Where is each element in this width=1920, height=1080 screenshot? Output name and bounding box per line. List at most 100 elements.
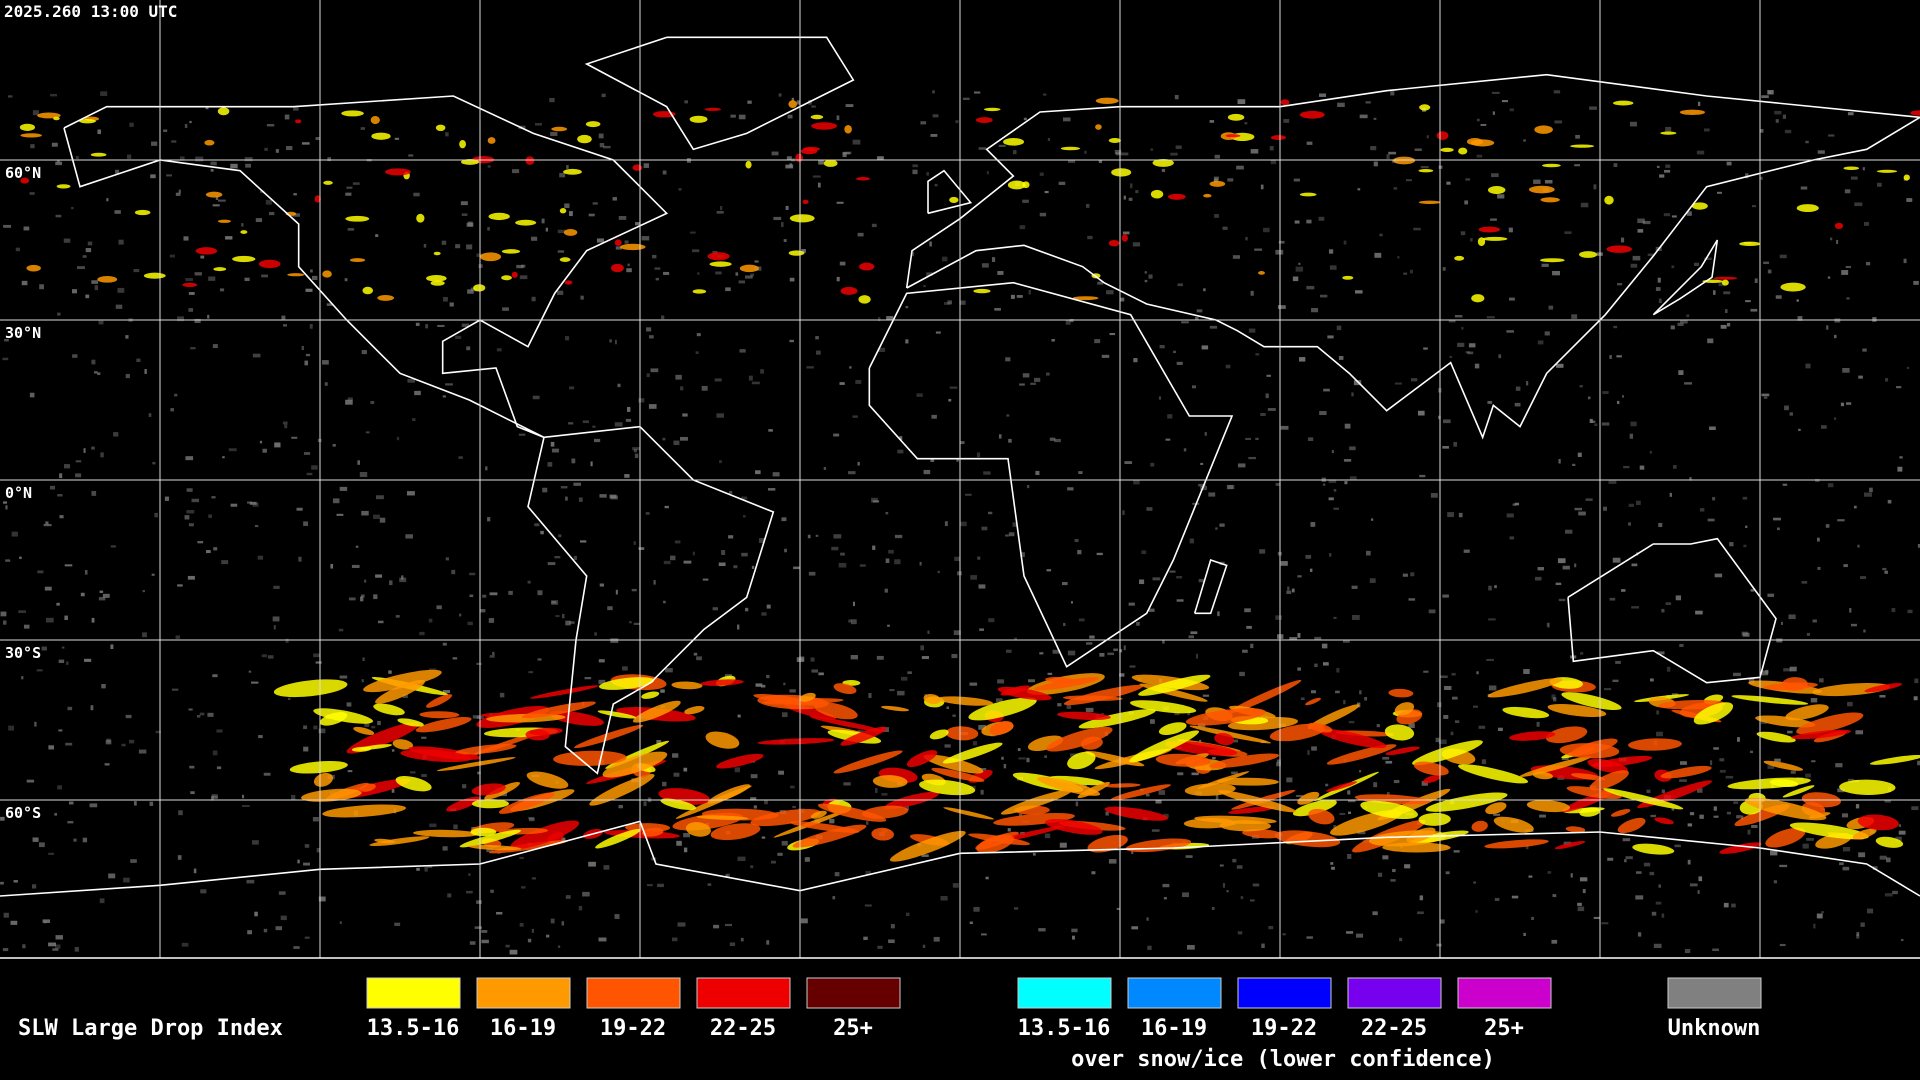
cloud-speckle bbox=[876, 655, 884, 660]
cloud-speckle bbox=[210, 169, 214, 172]
cloud-speckle bbox=[1131, 926, 1139, 930]
cloud-speckle bbox=[1116, 907, 1121, 910]
cloud-speckle bbox=[1620, 589, 1626, 592]
cloud-speckle bbox=[673, 440, 680, 446]
cloud-speckle bbox=[683, 847, 688, 853]
cloud-speckle bbox=[1246, 625, 1252, 629]
cloud-speckle bbox=[569, 621, 575, 624]
cloud-speckle bbox=[935, 331, 941, 334]
cloud-speckle bbox=[125, 714, 132, 719]
cloud-speckle bbox=[466, 890, 473, 894]
drop-streak bbox=[1727, 777, 1811, 790]
cloud-speckle bbox=[737, 714, 741, 718]
cloud-speckle bbox=[558, 534, 562, 538]
cloud-speckle bbox=[808, 571, 816, 576]
cloud-speckle bbox=[1028, 289, 1031, 295]
drop-streak bbox=[1111, 168, 1132, 177]
cloud-speckle bbox=[923, 285, 926, 288]
cloud-speckle bbox=[1331, 449, 1334, 454]
legend-swatch bbox=[476, 977, 571, 1009]
cloud-speckle bbox=[609, 339, 612, 343]
drop-streak bbox=[942, 742, 1003, 764]
cloud-speckle bbox=[64, 615, 68, 620]
cloud-speckle bbox=[1689, 812, 1695, 816]
cloud-speckle bbox=[1382, 855, 1389, 860]
cloud-speckle bbox=[751, 565, 755, 569]
cloud-speckle bbox=[755, 683, 763, 687]
cloud-speckle bbox=[1019, 383, 1025, 386]
cloud-speckle bbox=[716, 211, 724, 214]
cloud-speckle bbox=[1488, 618, 1496, 621]
cloud-speckle bbox=[1577, 906, 1585, 912]
cloud-speckle bbox=[1643, 862, 1651, 867]
cloud-speckle bbox=[306, 472, 313, 476]
drop-streak bbox=[204, 139, 215, 146]
cloud-speckle bbox=[44, 586, 52, 591]
cloud-speckle bbox=[721, 550, 726, 555]
cloud-speckle bbox=[1131, 849, 1134, 855]
drop-streak bbox=[1307, 722, 1333, 733]
drop-streak bbox=[757, 738, 835, 745]
cloud-speckle bbox=[1846, 297, 1850, 300]
cloud-speckle bbox=[518, 433, 526, 436]
cloud-speckle bbox=[1347, 799, 1356, 803]
coastline bbox=[527, 425, 775, 775]
cloud-speckle bbox=[258, 735, 263, 739]
cloud-speckle bbox=[916, 393, 923, 397]
drop-streak bbox=[362, 286, 374, 295]
cloud-speckle bbox=[833, 534, 842, 539]
drop-streak bbox=[205, 191, 223, 198]
cloud-speckle bbox=[188, 308, 194, 312]
cloud-speckle bbox=[315, 661, 322, 664]
cloud-speckle bbox=[772, 472, 780, 477]
cloud-speckle bbox=[1097, 281, 1104, 285]
drop-streak bbox=[1857, 814, 1899, 831]
cloud-speckle bbox=[1286, 777, 1293, 783]
cloud-speckle bbox=[316, 847, 321, 853]
cloud-speckle bbox=[1784, 129, 1792, 134]
cloud-speckle bbox=[1736, 815, 1741, 819]
drop-streak bbox=[795, 153, 804, 163]
cloud-speckle bbox=[71, 289, 78, 294]
cloud-speckle bbox=[1544, 331, 1550, 336]
cloud-speckle bbox=[55, 944, 61, 949]
drop-streak bbox=[521, 701, 596, 719]
drop-streak bbox=[1834, 222, 1844, 230]
cloud-speckle bbox=[1788, 614, 1796, 620]
cloud-speckle bbox=[305, 353, 311, 357]
cloud-speckle bbox=[1712, 948, 1719, 952]
cloud-speckle bbox=[811, 669, 819, 673]
cloud-speckle bbox=[1661, 913, 1665, 918]
drop-streak bbox=[803, 146, 820, 152]
cloud-speckle bbox=[972, 741, 978, 746]
cloud-speckle bbox=[573, 555, 577, 561]
cloud-speckle bbox=[1295, 266, 1304, 272]
drop-streak bbox=[349, 258, 366, 263]
cloud-speckle bbox=[286, 146, 293, 151]
drop-streak bbox=[1628, 738, 1682, 751]
cloud-speckle bbox=[1601, 422, 1610, 426]
cloud-speckle bbox=[189, 120, 192, 124]
cloud-speckle bbox=[1322, 662, 1329, 666]
cloud-speckle bbox=[1417, 410, 1425, 416]
drop-streak bbox=[1487, 678, 1563, 698]
cloud-speckle bbox=[1133, 480, 1140, 485]
cloud-speckle bbox=[1297, 633, 1301, 638]
legend-label: 22-25 bbox=[1361, 1016, 1427, 1041]
cloud-speckle bbox=[875, 788, 878, 793]
cloud-speckle bbox=[1051, 339, 1055, 342]
cloud-speckle bbox=[174, 393, 178, 397]
cloud-speckle bbox=[677, 922, 686, 927]
cloud-speckle bbox=[737, 856, 746, 862]
drop-streak bbox=[479, 252, 502, 262]
cloud-speckle bbox=[646, 373, 650, 378]
drop-streak bbox=[1158, 722, 1187, 736]
cloud-speckle bbox=[1720, 324, 1727, 329]
cloud-speckle bbox=[1649, 871, 1655, 876]
cloud-speckle bbox=[1494, 585, 1497, 589]
cloud-speckle bbox=[339, 921, 342, 924]
drop-streak bbox=[872, 775, 908, 788]
drop-streak bbox=[195, 247, 218, 255]
cloud-speckle bbox=[944, 744, 951, 748]
cloud-speckle bbox=[485, 466, 488, 471]
